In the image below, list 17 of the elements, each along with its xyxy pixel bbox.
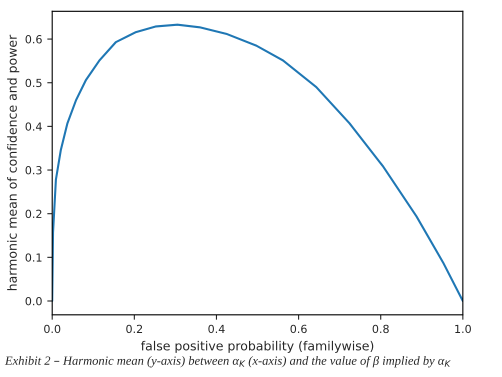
x-tick-label: 0.4	[208, 324, 225, 334]
y-tick-label: 0.4	[26, 122, 42, 131]
y-tick-label: 0.6	[26, 35, 42, 44]
y-axis-title: harmonic mean of confidence and power	[7, 34, 20, 290]
y-tick-label: 0.2	[26, 210, 42, 218]
x-tick-label: 0.6	[290, 324, 307, 334]
y-tick-label: 0.5	[26, 78, 42, 88]
x-tick-label: 0.8	[372, 324, 389, 334]
y-tick-label: 0.0	[26, 296, 42, 306]
x-tick-label: 1.0	[455, 324, 471, 334]
line-series	[52, 24, 463, 302]
x-axis-title: false positive probability (familywise)	[141, 340, 374, 353]
y-tick-label: 0.1	[26, 253, 42, 262]
text: Exhibit 2 – Harmonic mean (y-axis) between α$_{K}$ (x-axis) and the value of β implied by α$_{K}$	[4, 356, 451, 368]
y-tick-label: 0.3	[26, 166, 42, 174]
x-tick-label: 0.0	[44, 324, 60, 334]
x-tick-label: 0.2	[126, 324, 142, 334]
